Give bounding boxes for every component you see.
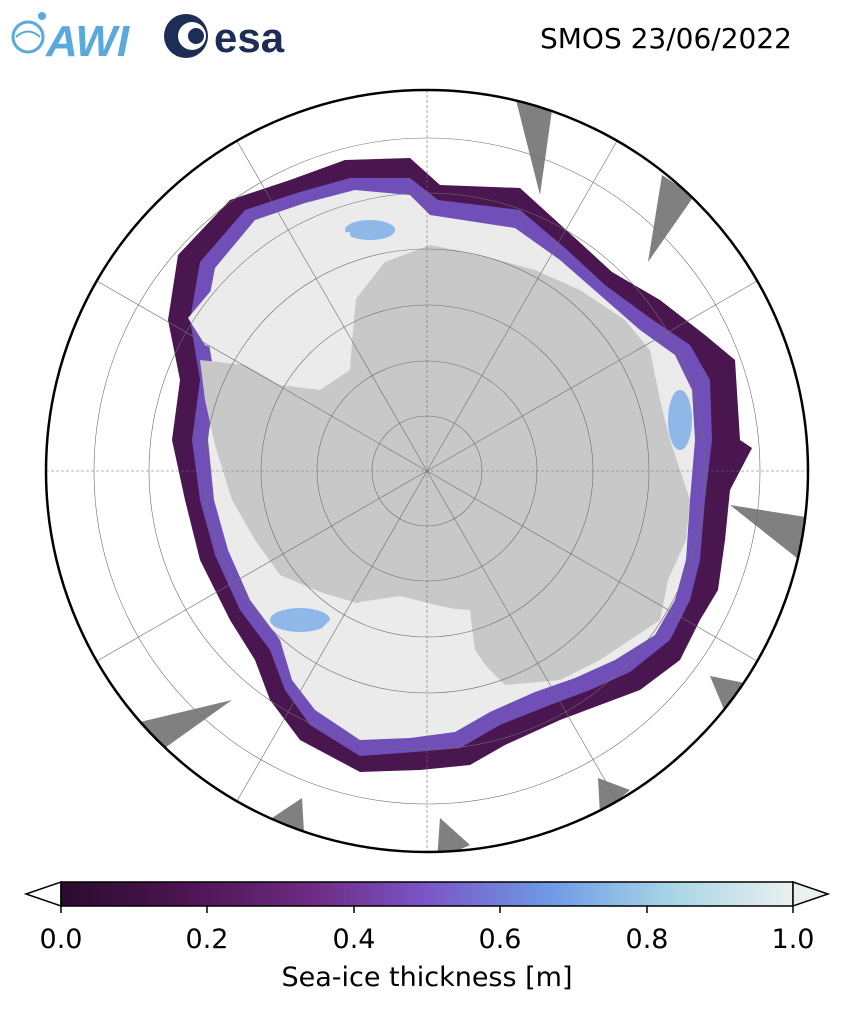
gridlines [46, 90, 808, 852]
antarctica-land [200, 245, 690, 685]
colorbar-extend-max [792, 880, 831, 908]
awi-logo: AWI [11, 12, 130, 66]
colorbar-tick-label: 0.0 [39, 924, 83, 955]
colorbar-tick-label: 1.0 [771, 924, 815, 955]
colorbar-tick-label: 0.6 [478, 924, 522, 955]
map-boundary [44, 88, 810, 854]
esa-logo: esa [164, 14, 285, 61]
colorbar-tick-label: 0.2 [185, 924, 229, 955]
ross-ice-shelf [300, 596, 500, 705]
colorbar-tick-label: 0.8 [625, 924, 669, 955]
colorbar-tick-label: 0.4 [332, 924, 376, 955]
colorbar-extend-min [23, 880, 62, 908]
logos: AWI esa [11, 12, 285, 66]
map-title: SMOS 23/06/2022 [539, 22, 792, 55]
weddell-ice-shelf [188, 232, 356, 380]
svg-text:esa: esa [214, 14, 285, 61]
polar-map [44, 88, 810, 854]
colorbar-label: Sea-ice thickness [m] [281, 962, 573, 993]
missing-data-wedges [140, 100, 808, 852]
colorbar-tick-marks [60, 906, 794, 913]
colorbar [23, 880, 831, 913]
colorbar-gradient [60, 881, 794, 907]
svg-text:AWI: AWI [45, 17, 130, 66]
